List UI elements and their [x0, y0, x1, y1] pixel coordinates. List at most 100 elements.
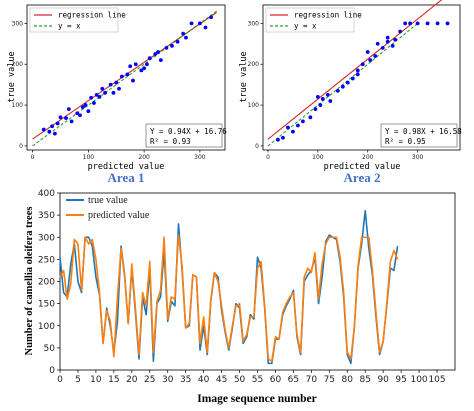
x-tick-label: 100	[83, 154, 95, 161]
y-tick-label: 0	[255, 143, 259, 150]
data-point	[147, 56, 152, 60]
data-point	[393, 37, 398, 42]
x-tick-label: 15	[108, 375, 119, 385]
data-point	[328, 99, 333, 103]
line-chart-sequence: 0 5 10 15 20 25 30 35 40 45 50 55 60 65 70 75 80 85 90 95 10…	[24, 189, 456, 405]
data-point	[119, 74, 124, 79]
fit-r-squared: R² = 0.95	[385, 137, 426, 146]
legend-identity-label: y = x	[58, 22, 81, 31]
data-point	[276, 137, 280, 142]
data-point	[403, 21, 408, 26]
data-point	[86, 109, 91, 114]
x-tick-label: 300	[194, 154, 206, 161]
data-point	[209, 15, 213, 20]
data-point	[128, 64, 133, 69]
legend-predicted-label: predicted value	[88, 210, 150, 221]
data-point	[398, 29, 403, 34]
plot-frame	[26, 4, 226, 151]
data-point	[64, 116, 68, 121]
x-tick-label: 100	[312, 154, 324, 161]
data-point	[365, 50, 370, 54]
data-point	[300, 119, 305, 124]
data-point	[350, 76, 355, 81]
fit-equation: Y = 0.98X + 16.58	[385, 127, 462, 136]
x-tick-label: 0	[57, 375, 63, 385]
y-tick-label: 200	[38, 278, 55, 288]
y-tick-label: 300	[248, 20, 260, 27]
legend: regression line y = x	[265, 7, 362, 33]
data-point	[445, 21, 450, 26]
x-tick-label: 55	[252, 375, 263, 385]
data-point	[47, 129, 52, 134]
data-point	[41, 127, 46, 132]
plot-frame	[262, 4, 461, 151]
y-tick-label: 350	[38, 211, 55, 221]
area-caption: Area 2	[344, 170, 381, 185]
x-tick-label: 50	[234, 375, 246, 385]
x-tick-label: 95	[395, 375, 406, 385]
fit-box	[145, 123, 223, 148]
x-tick-label: 80	[342, 375, 354, 385]
identity-line	[267, 22, 418, 147]
data-point	[108, 82, 113, 87]
x-tick-label: 45	[216, 375, 227, 385]
data-point	[100, 86, 105, 91]
area-caption: Area 1	[108, 170, 145, 185]
data-point	[117, 86, 121, 91]
x-tick-label: 60	[270, 375, 282, 385]
data-point	[97, 95, 102, 99]
data-point	[335, 88, 340, 93]
data-point	[385, 39, 390, 44]
data-point	[83, 103, 88, 107]
x-tick-label: 20	[126, 375, 138, 385]
legend-regression-label: regression line	[58, 11, 126, 20]
scatter-chart-area-2: 0 100 200 300 0 100 200 300 regression line y …	[239, 0, 462, 185]
scatter-chart-area-1: 0 100 200 300 0 100 200 300 regression line y …	[7, 4, 227, 185]
data-point	[425, 21, 430, 26]
data-point	[50, 124, 54, 129]
data-point	[145, 62, 149, 67]
data-point	[103, 90, 107, 95]
x-tick-label: 70	[306, 375, 318, 385]
data-point	[291, 129, 295, 134]
y-axis-label: Number of camellia oleifera trees	[24, 207, 35, 356]
data-point	[175, 39, 180, 44]
y-tick-label: 150	[38, 300, 55, 310]
data-point	[345, 80, 350, 85]
data-point	[435, 21, 440, 26]
data-point	[170, 43, 174, 48]
data-point	[69, 119, 74, 124]
x-tick-label: 40	[198, 375, 210, 385]
data-point	[320, 97, 325, 101]
x-tick-label: 0	[266, 154, 270, 161]
data-point	[408, 21, 413, 26]
data-point	[198, 21, 202, 26]
data-point	[355, 72, 360, 77]
x-tick-label: 100	[410, 375, 427, 385]
legend-true-label: true value	[88, 195, 128, 206]
data-point	[368, 58, 373, 63]
y-tick-label: 300	[38, 233, 55, 243]
identity-line	[32, 10, 217, 147]
data-point	[94, 92, 99, 97]
legend: true value predicted value	[66, 195, 150, 221]
y-tick-label: 0	[49, 366, 55, 376]
data-point	[80, 105, 85, 110]
data-point	[296, 123, 300, 128]
x-tick-label: 300	[412, 154, 424, 161]
x-tick-label: 35	[180, 375, 191, 385]
data-point	[385, 35, 390, 40]
data-point	[380, 45, 385, 50]
data-point	[75, 111, 80, 116]
x-tick-label: 30	[162, 375, 174, 385]
legend: regression line y = x	[29, 7, 126, 33]
data-point	[315, 95, 320, 99]
data-point	[189, 21, 194, 26]
legend-regression-label: regression line	[294, 11, 362, 20]
x-tick-label: 200	[362, 154, 374, 161]
x-tick-label: 5	[75, 375, 81, 385]
data-point	[360, 62, 365, 67]
data-point	[156, 50, 160, 54]
x-tick-label: 85	[360, 375, 371, 385]
